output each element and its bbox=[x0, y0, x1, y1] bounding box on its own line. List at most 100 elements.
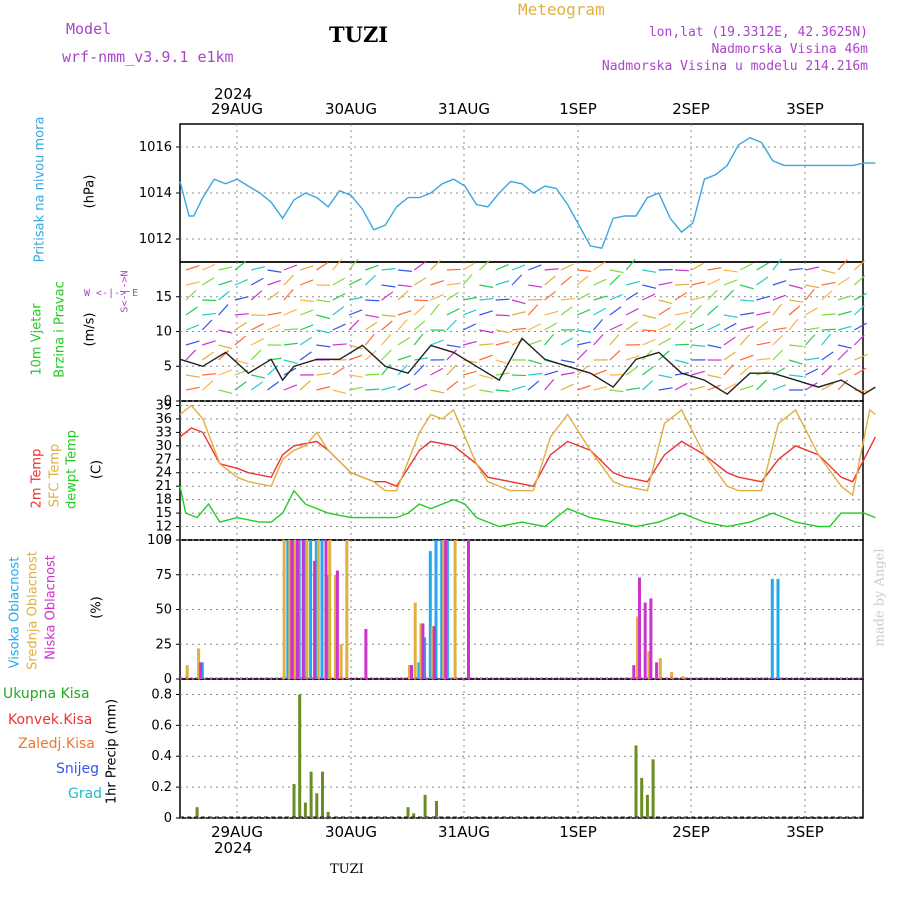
temp-ytick-label-4: 21 bbox=[155, 479, 172, 494]
precip-ytick-label-2: 0.4 bbox=[151, 749, 172, 764]
wind-barb bbox=[804, 334, 816, 346]
wind-barb bbox=[821, 328, 836, 331]
wind-barb bbox=[723, 351, 736, 361]
wind-barb bbox=[740, 284, 754, 290]
wind-barb bbox=[283, 264, 298, 271]
cloud-bar bbox=[197, 648, 201, 679]
precip-bar bbox=[423, 794, 427, 818]
wind-barb bbox=[234, 359, 249, 365]
wind-ytick-label-1: 5 bbox=[164, 359, 172, 374]
wind-barb bbox=[593, 386, 608, 391]
wind-barb bbox=[250, 349, 262, 361]
wind-barb bbox=[528, 372, 543, 376]
wind-barb bbox=[772, 294, 787, 301]
wind-barb bbox=[625, 355, 640, 361]
wind-barb bbox=[495, 359, 510, 365]
wind-barb bbox=[381, 314, 396, 317]
wind-barb bbox=[462, 296, 477, 301]
wind-barb bbox=[462, 323, 476, 331]
wind-barb bbox=[283, 289, 294, 301]
wind-barb bbox=[251, 374, 266, 379]
cloud-bar bbox=[297, 540, 301, 679]
wind-barb bbox=[365, 373, 380, 376]
temp-line-2 bbox=[179, 486, 876, 528]
wind-barb bbox=[250, 338, 264, 346]
wind-barb bbox=[462, 384, 477, 391]
precip-snow-label: Snijeg bbox=[56, 761, 100, 777]
wind-barb bbox=[446, 380, 459, 391]
wind-barb bbox=[414, 357, 429, 361]
wind-barb bbox=[544, 379, 555, 391]
wind-barb bbox=[821, 281, 836, 286]
wind-barb bbox=[837, 349, 849, 361]
wind-barb bbox=[740, 312, 755, 316]
cloud-bar bbox=[303, 540, 307, 679]
wind-barb bbox=[528, 339, 542, 346]
wind-barb bbox=[446, 344, 461, 348]
elevation-label: Nadmorska Visina 46m bbox=[711, 42, 868, 57]
cloud-bar bbox=[282, 540, 286, 679]
cloud-bar bbox=[316, 540, 320, 679]
wind-barb bbox=[397, 319, 408, 331]
wind-barb bbox=[821, 290, 833, 301]
cloud-bar bbox=[453, 540, 457, 679]
wind-barb bbox=[723, 383, 737, 391]
wind-barb bbox=[756, 341, 771, 346]
wind-barb bbox=[707, 278, 721, 286]
model-elevation-label: Nadmorska Visina u modelu 214.216m bbox=[601, 59, 868, 74]
wind-barb bbox=[218, 369, 232, 376]
wind-barb bbox=[544, 333, 555, 346]
wind-barb bbox=[691, 281, 706, 286]
wind-barb bbox=[478, 259, 491, 271]
wind-barb bbox=[332, 343, 347, 346]
wind-barb bbox=[202, 340, 216, 346]
cloud-bar bbox=[339, 644, 343, 679]
wind-barb bbox=[821, 351, 834, 361]
wind-barb bbox=[332, 306, 345, 316]
wind-barb bbox=[218, 304, 229, 316]
wind-barb bbox=[593, 261, 606, 271]
wind-barb bbox=[756, 262, 769, 271]
wind-barb bbox=[788, 305, 801, 316]
wind-barb bbox=[479, 284, 494, 289]
wind-barb bbox=[283, 274, 295, 286]
wind-barb bbox=[446, 282, 461, 286]
wind-barb bbox=[495, 389, 510, 392]
wind-barb bbox=[821, 313, 836, 316]
model-label: Model bbox=[66, 20, 112, 38]
bottom-day-label-4: 2SEP bbox=[672, 823, 710, 841]
wind-barb bbox=[658, 299, 673, 305]
wind-barb bbox=[479, 374, 494, 380]
wind-barb bbox=[446, 291, 459, 301]
wind-barb bbox=[413, 383, 428, 391]
cloud-bar bbox=[430, 626, 434, 679]
wind-barb bbox=[316, 261, 329, 271]
wind-barb bbox=[788, 359, 803, 365]
wind-barb bbox=[837, 379, 849, 391]
wind-barb bbox=[658, 337, 672, 346]
wind-barb bbox=[544, 268, 559, 271]
cloud-bar bbox=[649, 598, 653, 679]
cloud-bar bbox=[442, 540, 446, 679]
cloud-bar bbox=[309, 540, 313, 679]
wind-barb bbox=[430, 367, 444, 376]
model-name: wrf-nmm_v3.9.1 e1km bbox=[62, 48, 234, 66]
wind-barb bbox=[739, 354, 754, 361]
wind-barb bbox=[756, 321, 769, 331]
wind-barb bbox=[853, 304, 865, 316]
cloud-bar bbox=[301, 540, 305, 679]
wind-barb bbox=[462, 370, 477, 376]
wind-barb bbox=[234, 335, 247, 346]
wind-barb bbox=[348, 344, 363, 350]
wind-barb bbox=[185, 386, 200, 391]
wind-barb bbox=[609, 306, 622, 316]
wind-barb bbox=[772, 280, 787, 286]
wind-barb bbox=[853, 260, 866, 271]
wind-barb bbox=[267, 365, 279, 376]
wind-barb bbox=[430, 303, 440, 316]
wind-barb bbox=[772, 327, 787, 331]
wind-barb bbox=[348, 374, 363, 378]
wind-barb bbox=[201, 380, 214, 391]
wind-barb bbox=[202, 263, 216, 271]
cloud-bar bbox=[328, 540, 332, 679]
